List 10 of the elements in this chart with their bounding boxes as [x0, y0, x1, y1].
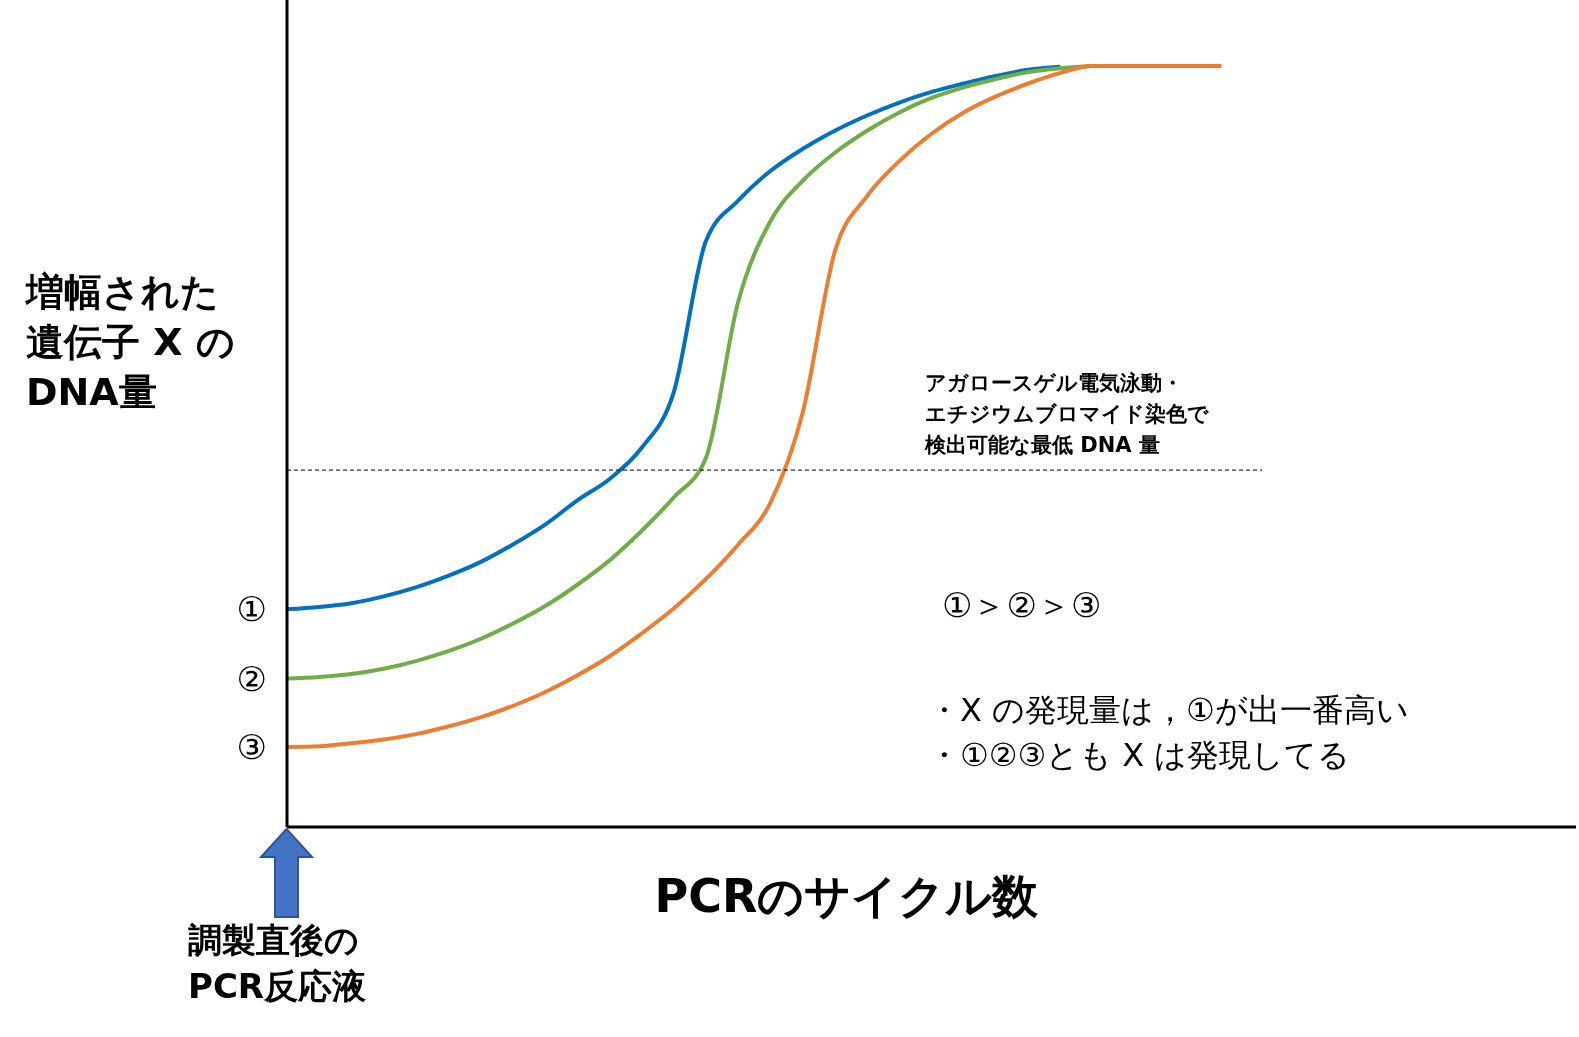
- text: 調製直後のPCR反応液: [188, 920, 367, 1006]
- y-axis-title: 増幅された遺伝子 X のDNA量: [24, 270, 235, 414]
- annotation: ・①②③とも X は発現してる: [928, 736, 1351, 774]
- series-label: ③: [236, 727, 267, 768]
- series-label: ②: [236, 658, 267, 699]
- annotation: ・X の発現量は，①が出一番高い: [928, 691, 1409, 729]
- annotation: ①＞②＞③: [942, 585, 1102, 625]
- ref-line-label: アガロースゲル電気泳動・エチジウムブロマイド染色で検出可能な最低 DNA 量: [924, 371, 1209, 458]
- series-label: ①: [236, 589, 267, 630]
- x-axis-title: PCRのサイクル数: [654, 869, 1040, 923]
